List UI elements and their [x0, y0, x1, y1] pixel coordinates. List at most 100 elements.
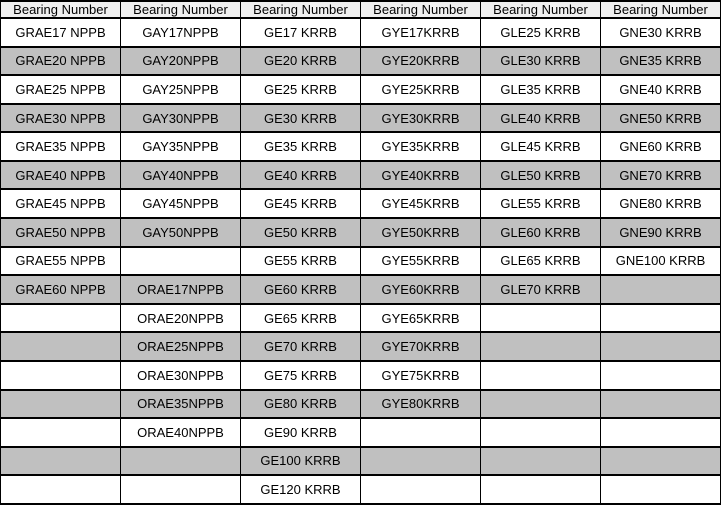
table-cell: GNE60 KRRB: [600, 131, 721, 162]
table-cell: GYE25KRRB: [360, 74, 481, 105]
table-row: GRAE20 NPPB GAY20NPPB GE20 KRRB GYE20KRRB GL…: [0, 45, 721, 77]
table-cell: GE120 KRRB: [240, 474, 361, 505]
table-cell: GRAE60 NPPB: [0, 274, 121, 305]
table-cell: GE35 KRRB: [240, 131, 361, 162]
table-row: GRAE45 NPPB GAY45NPPB GE45 KRRB GYE45KRRB GL…: [0, 188, 721, 220]
table-cell: GLE55 KRRB: [480, 188, 601, 220]
table-cell: GNE70 KRRB: [600, 159, 721, 191]
table-cell: [0, 388, 121, 420]
table-cell: [480, 331, 601, 362]
table-cell: GNE100 KRRB: [600, 245, 721, 277]
table-cell: [120, 445, 241, 477]
table-cell: [0, 445, 121, 477]
table-cell: ORAE25NPPB: [120, 331, 241, 362]
table-cell: [120, 474, 241, 505]
table-row: ORAE25NPPB GE70 KRRB GYE70KRRB: [0, 331, 721, 362]
table-cell: [480, 302, 601, 334]
table-cell: GNE90 KRRB: [600, 217, 721, 248]
table-cell: GAY35NPPB: [120, 131, 241, 162]
table-cell: GRAE25 NPPB: [0, 74, 121, 105]
table-cell: GYE65KRRB: [360, 302, 481, 334]
table-cell: GAY17NPPB: [120, 17, 241, 48]
table-cell: ORAE30NPPB: [120, 359, 241, 391]
table-cell: GLE40 KRRB: [480, 102, 601, 134]
table-row: ORAE30NPPB GE75 KRRB GYE75KRRB: [0, 359, 721, 391]
table-cell: GE65 KRRB: [240, 302, 361, 334]
header-row: Bearing Number Bearing Number Bearing Numb…: [0, 0, 721, 19]
table-cell: GYE80KRRB: [360, 388, 481, 420]
table-cell: [480, 474, 601, 505]
table-cell: ORAE20NPPB: [120, 302, 241, 334]
table-cell: GRAE17 NPPB: [0, 17, 121, 48]
table-cell: GAY25NPPB: [120, 74, 241, 105]
table-cell: [360, 417, 481, 448]
table-cell: GLE50 KRRB: [480, 159, 601, 191]
table-cell: GYE20KRRB: [360, 45, 481, 77]
table-row: GRAE60 NPPB ORAE17NPPB GE60 KRRB GYE60KRRB G…: [0, 274, 721, 305]
table-row: GRAE30 NPPB GAY30NPPB GE30 KRRB GYE30KRRB GL…: [0, 102, 721, 134]
table-cell: [0, 359, 121, 391]
column-header: Bearing Number: [240, 0, 361, 19]
table-row: GRAE35 NPPB GAY35NPPB GE35 KRRB GYE35KRRB GL…: [0, 131, 721, 162]
table-cell: [0, 302, 121, 334]
table-cell: GRAE40 NPPB: [0, 159, 121, 191]
table-cell: GAY20NPPB: [120, 45, 241, 77]
table-cell: GAY40NPPB: [120, 159, 241, 191]
table-row: GRAE55 NPPB GE55 KRRB GYE55KRRB GLE65 KRRB G…: [0, 245, 721, 277]
table-cell: GLE65 KRRB: [480, 245, 601, 277]
table-cell: [0, 417, 121, 448]
table-cell: [600, 388, 721, 420]
table-cell: GYE55KRRB: [360, 245, 481, 277]
table-cell: GE25 KRRB: [240, 74, 361, 105]
table-cell: GRAE30 NPPB: [0, 102, 121, 134]
table-cell: GYE50KRRB: [360, 217, 481, 248]
table-row: GE120 KRRB: [0, 474, 721, 505]
table-cell: GE17 KRRB: [240, 17, 361, 48]
table-cell: GYE35KRRB: [360, 131, 481, 162]
table-cell: GLE35 KRRB: [480, 74, 601, 105]
table-cell: [600, 445, 721, 477]
table-cell: GYE60KRRB: [360, 274, 481, 305]
table-row: GE100 KRRB: [0, 445, 721, 477]
table-cell: GE20 KRRB: [240, 45, 361, 77]
table-cell: ORAE40NPPB: [120, 417, 241, 448]
table-row: ORAE35NPPB GE80 KRRB GYE80KRRB: [0, 388, 721, 420]
table-cell: GLE25 KRRB: [480, 17, 601, 48]
table-cell: [0, 474, 121, 505]
table-cell: GYE40KRRB: [360, 159, 481, 191]
table-cell: [600, 274, 721, 305]
table-cell: [600, 359, 721, 391]
table-cell: GE80 KRRB: [240, 388, 361, 420]
table-row: ORAE40NPPB GE90 KRRB: [0, 417, 721, 448]
table-cell: GAY45NPPB: [120, 188, 241, 220]
table-cell: [600, 302, 721, 334]
table-cell: GAY30NPPB: [120, 102, 241, 134]
table-cell: GNE50 KRRB: [600, 102, 721, 134]
table-cell: [600, 417, 721, 448]
table-cell: GYE30KRRB: [360, 102, 481, 134]
table-row: ORAE20NPPB GE65 KRRB GYE65KRRB: [0, 302, 721, 334]
table-cell: [480, 388, 601, 420]
table-cell: GNE35 KRRB: [600, 45, 721, 77]
table-cell: GRAE55 NPPB: [0, 245, 121, 277]
table-cell: GE60 KRRB: [240, 274, 361, 305]
column-header: Bearing Number: [480, 0, 601, 19]
table-header: Bearing Number Bearing Number Bearing Numb…: [0, 0, 721, 19]
table-cell: [600, 474, 721, 505]
table-cell: GRAE35 NPPB: [0, 131, 121, 162]
table-cell: [480, 445, 601, 477]
table-cell: GYE17KRRB: [360, 17, 481, 48]
table-cell: GYE70KRRB: [360, 331, 481, 362]
table-row: GRAE40 NPPB GAY40NPPB GE40 KRRB GYE40KRRB GL…: [0, 159, 721, 191]
column-header: Bearing Number: [0, 0, 121, 19]
table-cell: [480, 417, 601, 448]
table-cell: ORAE35NPPB: [120, 388, 241, 420]
table-cell: GRAE45 NPPB: [0, 188, 121, 220]
table-cell: GLE30 KRRB: [480, 45, 601, 77]
table-cell: GE75 KRRB: [240, 359, 361, 391]
table-cell: ORAE17NPPB: [120, 274, 241, 305]
table-row: GRAE50 NPPB GAY50NPPB GE50 KRRB GYE50KRRB GL…: [0, 217, 721, 248]
table-cell: GLE45 KRRB: [480, 131, 601, 162]
table-cell: GRAE20 NPPB: [0, 45, 121, 77]
